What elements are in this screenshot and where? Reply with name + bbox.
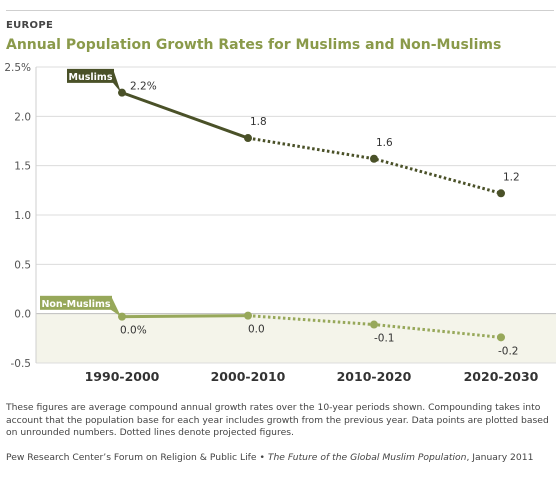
series-0-tag-pointer xyxy=(113,68,121,93)
series-0-line-projected xyxy=(247,136,502,195)
series-0-tag xyxy=(67,68,114,83)
series-1-point-3 xyxy=(497,333,505,342)
series-1-tag-pointer xyxy=(111,295,121,317)
series-0-point-3 xyxy=(497,189,505,198)
series-1-point-1 xyxy=(244,311,252,320)
chart-title: Annual Population Growth Rates for Musli… xyxy=(6,37,502,53)
x-tick-label-3: 2020-2030 xyxy=(464,369,539,384)
series-0-point-1 xyxy=(244,134,252,143)
y-tick-label-3: 1.0 xyxy=(14,210,31,222)
series-1-data-label-0: 0.0% xyxy=(120,325,147,337)
chart-kicker: EUROPE xyxy=(6,20,54,31)
y-tick-label-5: 0.0 xyxy=(14,309,31,321)
source-suffix: , January 2011 xyxy=(466,452,534,463)
series-1-data-label-1: 0.0 xyxy=(248,324,265,336)
top-rule xyxy=(6,10,554,11)
x-tick-label-0: 1990-2000 xyxy=(85,369,160,384)
series-0-line-actual xyxy=(121,91,249,140)
y-tick-label-0: 2.5% xyxy=(4,62,31,74)
series-1-tag xyxy=(40,295,112,310)
series-1-data-label-3: -0.2 xyxy=(498,345,519,357)
series-0-data-label-3: 1.2 xyxy=(503,171,520,183)
chart-note: These figures are average compound annua… xyxy=(6,402,549,438)
series-0-data-label-2: 1.6 xyxy=(376,137,393,149)
x-tick-label-1: 2000-2010 xyxy=(211,369,286,384)
series-0-data-label-1: 1.8 xyxy=(250,116,267,128)
line-chart: 2.5% 2.0 1.5 1.0 0.5 0.0 -0.5 1990-2000 2000-201… xyxy=(4,62,556,384)
series-0-tag-label: Muslims xyxy=(69,72,113,83)
x-tick-label-2: 2010-2020 xyxy=(337,369,412,384)
series-0-data-label-0: 2.2% xyxy=(130,81,157,93)
series-1-line-actual xyxy=(121,314,249,319)
y-tick-label-2: 1.5 xyxy=(14,161,31,173)
series-1-point-2 xyxy=(370,320,378,329)
y-tick-label-4: 0.5 xyxy=(14,259,31,271)
series-1-data-label-2: -0.1 xyxy=(374,333,395,345)
series-0-point-2 xyxy=(370,154,378,163)
negative-band xyxy=(36,313,556,363)
series-1-tag-label: Non-Muslims xyxy=(41,299,110,310)
chart-source: Pew Research Center’s Forum on Religion … xyxy=(6,452,554,463)
source-prefix: Pew Research Center’s Forum on Religion … xyxy=(6,452,268,463)
y-tick-label-6: -0.5 xyxy=(11,358,32,370)
source-title: The Future of the Global Muslim Populati… xyxy=(267,452,467,463)
y-tick-label-1: 2.0 xyxy=(14,111,31,123)
